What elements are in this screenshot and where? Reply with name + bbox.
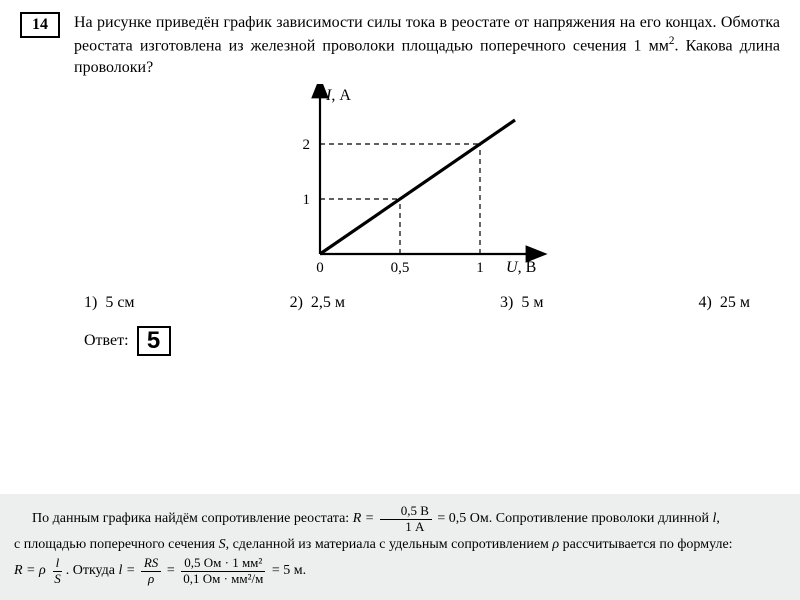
svg-text:0: 0 xyxy=(316,260,324,276)
sol-t4: . Откуда xyxy=(66,563,119,578)
svg-text:0,5: 0,5 xyxy=(391,260,410,276)
option-2-val: 2,5 м xyxy=(311,294,345,311)
sol-t1: По данным графика найдём сопротивление р… xyxy=(32,511,353,526)
answer-box: 5 xyxy=(137,326,171,356)
solution-line3: R = ρ l S . Откуда l = RS ρ = 0,5 Ом · 1… xyxy=(14,556,786,586)
sol-leq: l = xyxy=(119,563,136,578)
option-4-val: 25 м xyxy=(720,294,750,311)
option-2-num: 2) xyxy=(290,294,303,311)
sol-t3b: , сделанной из материала с удельным сопр… xyxy=(226,537,553,552)
svg-text:I, А: I, А xyxy=(325,87,351,104)
svg-text:2: 2 xyxy=(303,137,311,153)
option-1: 1) 5 см xyxy=(84,294,135,312)
solution-line1: По данным графика найдём сопротивление р… xyxy=(14,504,786,534)
answer-row: Ответ: 5 xyxy=(20,326,780,356)
sol-frac3: RS ρ xyxy=(141,556,161,586)
sol-eq1tail: = 0,5 Ом. xyxy=(437,511,492,526)
svg-text:1: 1 xyxy=(303,192,311,208)
sol-formR: R = ρ xyxy=(14,563,46,578)
problem-number: 14 xyxy=(20,12,60,38)
option-3: 3) 5 м xyxy=(500,294,543,312)
option-3-num: 3) xyxy=(500,294,513,311)
solution-line2: с площадью поперечного сечения S, сделан… xyxy=(14,534,786,556)
sol-Svar: S xyxy=(219,537,226,552)
answer-label: Ответ: xyxy=(84,332,129,350)
sol-frac2-den: S xyxy=(51,572,64,586)
sol-frac1: 0,5 В 1 А xyxy=(380,504,432,534)
option-1-val: 5 см xyxy=(105,294,134,311)
option-4-num: 4) xyxy=(699,294,712,311)
svg-text:1: 1 xyxy=(476,260,484,276)
answer-options: 1) 5 см 2) 2,5 м 3) 5 м 4) 25 м xyxy=(20,294,780,312)
sol-Req: R = xyxy=(353,511,375,526)
sol-frac4-num: 0,5 Ом · 1 мм² xyxy=(181,556,265,571)
sol-eqtail: = 5 м. xyxy=(272,563,306,578)
option-4: 4) 25 м xyxy=(699,294,750,312)
sol-frac1-den: 1 А xyxy=(384,520,427,534)
sol-frac2-num: l xyxy=(53,556,63,571)
sol-eqmid: = xyxy=(167,563,178,578)
sol-frac4: 0,5 Ом · 1 мм² 0,1 Ом · мм²/м xyxy=(180,556,266,586)
sol-t2t: , xyxy=(716,511,720,526)
option-3-val: 5 м xyxy=(521,294,543,311)
sol-t3c: рассчитывается по формуле: xyxy=(559,537,732,552)
option-2: 2) 2,5 м xyxy=(290,294,345,312)
sol-frac1-num: 0,5 В xyxy=(380,504,432,519)
problem-header: 14 На рисунке приведён график зависимост… xyxy=(20,12,780,78)
problem-text: На рисунке приведён график зависимости с… xyxy=(74,12,780,78)
sol-t2: Сопротивление проволоки длинной xyxy=(496,511,713,526)
sol-frac3-num: RS xyxy=(141,556,161,571)
sol-frac3-den: ρ xyxy=(145,572,157,586)
sol-t3a: с площадью поперечного сечения xyxy=(14,537,219,552)
chart-container: 0 0,5 1 1 2 I, А U, В xyxy=(20,84,780,284)
sol-frac4-den: 0,1 Ом · мм²/м xyxy=(180,572,266,586)
solution-panel: По данным графика найдём сопротивление р… xyxy=(0,494,800,600)
sol-frac2: l S xyxy=(51,556,64,586)
option-1-num: 1) xyxy=(84,294,97,311)
problem-container: 14 На рисунке приведён график зависимост… xyxy=(0,0,800,356)
chart: 0 0,5 1 1 2 I, А U, В xyxy=(250,84,550,284)
svg-text:U, В: U, В xyxy=(506,259,536,276)
